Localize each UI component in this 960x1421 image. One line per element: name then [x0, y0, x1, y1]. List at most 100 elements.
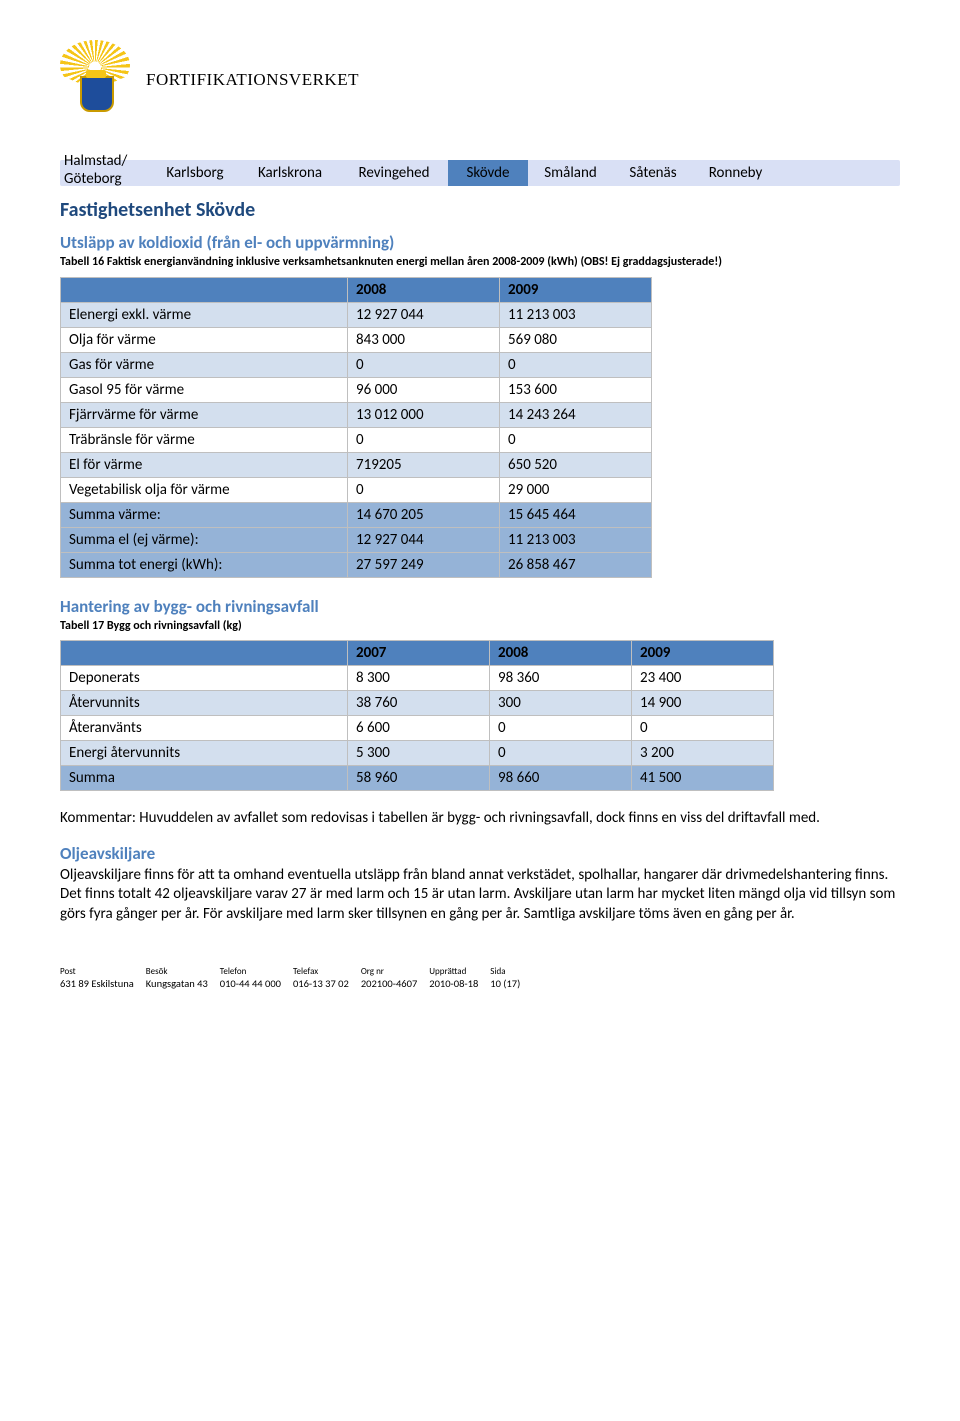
row-label: Olja för värme: [61, 327, 348, 352]
tab-karlsborg[interactable]: Karlsborg: [150, 160, 240, 186]
tab-satenas[interactable]: Såtenäs: [613, 160, 693, 186]
row-value: 26 858 467: [500, 552, 652, 577]
utslapp-heading: Utsläpp av koldioxid (från el- och uppvä…: [60, 232, 900, 253]
row-value: 41 500: [632, 766, 774, 791]
energy-year-0: 2008: [348, 277, 500, 302]
waste-table: 2007 2008 2009 Deponerats8 30098 36023 4…: [60, 640, 774, 791]
tab-karlskrona[interactable]: Karlskrona: [240, 160, 340, 186]
table-row: Återanvänts6 60000: [61, 716, 774, 741]
footer-value: Kungsgatan 43: [146, 977, 208, 990]
row-label: El för värme: [61, 452, 348, 477]
row-value: 153 600: [500, 377, 652, 402]
table-row: Träbränsle för värme00: [61, 427, 652, 452]
row-value: 0: [500, 427, 652, 452]
footer-value: 631 89 Eskilstuna: [60, 977, 134, 990]
table-row: Återvunnits38 76030014 900: [61, 691, 774, 716]
tab-ronneby[interactable]: Ronneby: [693, 160, 778, 186]
table-row: Summa tot energi (kWh):27 597 24926 858 …: [61, 552, 652, 577]
energy-year-1: 2009: [500, 277, 652, 302]
row-value: 11 213 003: [500, 527, 652, 552]
tab-first-line2: Göteborg: [64, 170, 127, 188]
row-value: 719205: [348, 452, 500, 477]
waste-comment: Kommentar: Huvuddelen av avfallet som re…: [60, 809, 900, 829]
row-value: 98 660: [490, 766, 632, 791]
table-row: Vegetabilisk olja för värme029 000: [61, 477, 652, 502]
row-value: 14 670 205: [348, 502, 500, 527]
row-value: 0: [500, 352, 652, 377]
row-label: Gasol 95 för värme: [61, 377, 348, 402]
footer-col: Org nr202100-4607: [361, 966, 417, 990]
footer-col: Telefon010-44 44 000: [220, 966, 281, 990]
row-label: Vegetabilisk olja för värme: [61, 477, 348, 502]
row-label: Träbränsle för värme: [61, 427, 348, 452]
table-row: Fjärrvärme för värme13 012 00014 243 264: [61, 402, 652, 427]
footer-label: Upprättad: [429, 966, 478, 977]
row-value: 0: [348, 427, 500, 452]
row-value: 569 080: [500, 327, 652, 352]
avfall-heading: Hantering av bygg- och rivningsavfall: [60, 596, 900, 617]
table-row: Summa el (ej värme):12 927 04411 213 003: [61, 527, 652, 552]
waste-year-2: 2009: [632, 641, 774, 666]
row-label: Elenergi exkl. värme: [61, 302, 348, 327]
org-name: FORTIFIKATIONSVERKET: [146, 70, 359, 90]
table-row: El för värme719205650 520: [61, 452, 652, 477]
table-row: Summa värme:14 670 20515 645 464: [61, 502, 652, 527]
tab-smaland[interactable]: Småland: [528, 160, 613, 186]
row-value: 0: [632, 716, 774, 741]
row-value: 14 243 264: [500, 402, 652, 427]
row-label: Summa el (ej värme):: [61, 527, 348, 552]
row-value: 0: [348, 477, 500, 502]
row-value: 27 597 249: [348, 552, 500, 577]
page-footer: Post631 89 Eskilstuna BesökKungsgatan 43 T…: [60, 960, 900, 990]
footer-label: Post: [60, 966, 134, 977]
row-value: 12 927 044: [348, 302, 500, 327]
row-value: 300: [490, 691, 632, 716]
table-row: Gas för värme00: [61, 352, 652, 377]
row-value: 5 300: [348, 741, 490, 766]
table-row: Summa58 96098 66041 500: [61, 766, 774, 791]
footer-label: Telefon: [220, 966, 281, 977]
footer-label: Telefax: [293, 966, 349, 977]
row-value: 0: [490, 716, 632, 741]
section-title: Fastighetsenhet Skövde: [60, 198, 900, 222]
footer-col: BesökKungsgatan 43: [146, 966, 208, 990]
waste-year-0: 2007: [348, 641, 490, 666]
row-label: Summa värme:: [61, 502, 348, 527]
row-label: Summa: [61, 766, 348, 791]
row-value: 650 520: [500, 452, 652, 477]
footer-value: 016-13 37 02: [293, 977, 349, 990]
footer-col: Upprättad2010-08-18: [429, 966, 478, 990]
tab-skovde[interactable]: Skövde: [448, 160, 528, 186]
row-value: 8 300: [348, 666, 490, 691]
row-value: 0: [348, 352, 500, 377]
avfall-caption: Tabell 17 Bygg och rivningsavfall (kg): [60, 619, 900, 635]
row-value: 38 760: [348, 691, 490, 716]
tab-first-line1: Halmstad/: [64, 152, 127, 170]
row-label: Fjärrvärme för värme: [61, 402, 348, 427]
tab-halmstad-goteborg[interactable]: Halmstad/ Göteborg: [60, 150, 131, 190]
row-value: 11 213 003: [500, 302, 652, 327]
row-value: 98 360: [490, 666, 632, 691]
table-row: Energi återvunnits5 30003 200: [61, 741, 774, 766]
org-logo: [60, 40, 130, 120]
footer-label: Besök: [146, 966, 208, 977]
footer-label: Org nr: [361, 966, 417, 977]
table-row: Deponerats8 30098 36023 400: [61, 666, 774, 691]
footer-value: 010-44 44 000: [220, 977, 281, 990]
tab-revingehed[interactable]: Revingehed: [340, 160, 448, 186]
tab-strip: Karlsborg Karlskrona Revingehed Skövde S…: [60, 150, 900, 194]
footer-value: 2010-08-18: [429, 977, 478, 990]
row-value: 14 900: [632, 691, 774, 716]
row-label: Gas för värme: [61, 352, 348, 377]
row-value: 6 600: [348, 716, 490, 741]
row-value: 843 000: [348, 327, 500, 352]
row-label: Energi återvunnits: [61, 741, 348, 766]
row-value: 96 000: [348, 377, 500, 402]
table-row: Gasol 95 för värme96 000153 600: [61, 377, 652, 402]
row-value: 23 400: [632, 666, 774, 691]
footer-value: 10 (17): [490, 977, 520, 990]
footer-col: Telefax016-13 37 02: [293, 966, 349, 990]
row-label: Återanvänts: [61, 716, 348, 741]
footer-col: Post631 89 Eskilstuna: [60, 966, 134, 990]
utslapp-caption: Tabell 16 Faktisk energianvändning inklu…: [60, 255, 900, 271]
